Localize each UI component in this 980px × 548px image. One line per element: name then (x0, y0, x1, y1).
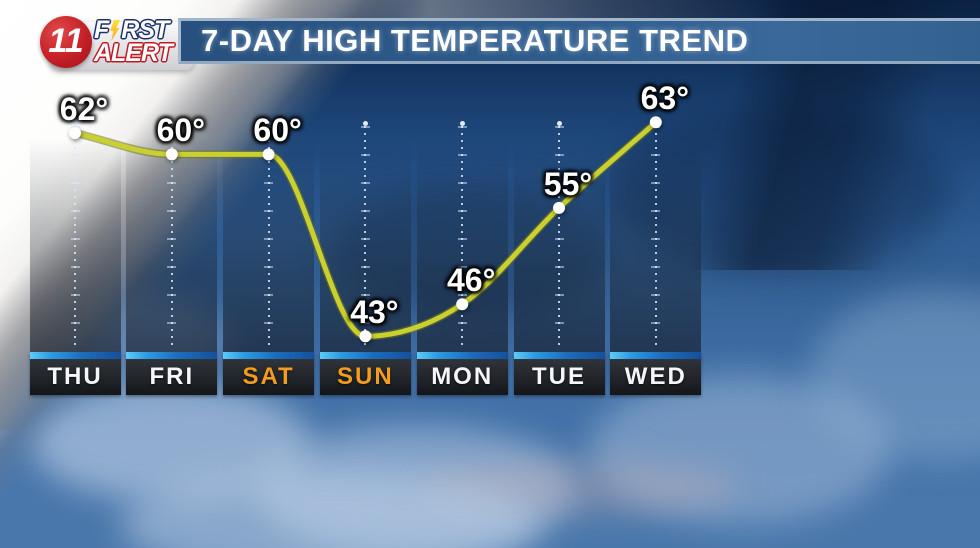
day-cell-accent-bar (126, 352, 218, 359)
day-label: MON (431, 363, 494, 390)
data-point-marker (359, 330, 372, 343)
gridline-dotted (558, 126, 560, 350)
logo-first-suffix: RST (121, 16, 169, 44)
gridline-top-dot (169, 121, 175, 126)
temp-label-wed: 63° (640, 80, 689, 117)
logo-first-prefix: F (94, 16, 109, 44)
gridline-dotted (74, 126, 76, 350)
temp-label-sat: 60° (253, 112, 302, 149)
title-bar: 7-DAY HIGH TEMPERATURE TREND (178, 18, 980, 64)
day-cell-accent-bar (513, 352, 605, 359)
day-label: SUN (337, 363, 394, 390)
data-point-marker (262, 148, 275, 161)
day-cell-accent-bar (416, 352, 508, 359)
channel-11-badge: 11 (40, 16, 92, 68)
temp-label-tue: 55° (543, 165, 593, 202)
temp-label-fri: 60° (156, 112, 205, 149)
gridline-top-dot (459, 121, 465, 126)
logo-wordmark: F RST ALERT (94, 18, 194, 66)
day-label: SAT (242, 363, 295, 390)
day-cell-sat: SAT (223, 352, 315, 395)
lightning-bolt-icon (110, 20, 121, 41)
gridline-dotted (170, 126, 173, 350)
page-title: 7-DAY HIGH TEMPERATURE TREND (201, 23, 749, 58)
day-label: FRI (149, 363, 195, 390)
data-point-marker (553, 201, 565, 214)
day-cell-mon: MON (416, 352, 508, 395)
gridline-top-dot (556, 121, 562, 126)
temp-label-mon: 46° (446, 262, 496, 299)
day-label: TUE (532, 363, 586, 390)
top-strip-gray-fade (0, 0, 800, 19)
data-point-marker (69, 127, 81, 139)
gridline-dotted (364, 126, 367, 350)
day-cell-tue: TUE (513, 352, 605, 395)
gridline-dotted (267, 126, 270, 350)
channel-number: 11 (48, 22, 84, 60)
day-label: WED (624, 363, 687, 390)
data-point-marker (165, 148, 178, 161)
day-label: THU (47, 363, 103, 390)
data-point-marker (649, 116, 662, 129)
day-cell-accent-bar (319, 352, 411, 359)
temp-label-sun: 43° (350, 294, 399, 331)
data-point-marker (456, 298, 469, 311)
first-alert-logo: 11 F RST ALERT (40, 14, 196, 72)
temp-label-thu: 62° (59, 91, 109, 127)
gridline-top-dot (362, 121, 368, 126)
logo-alert-line: ALERT (94, 39, 173, 67)
day-cell-accent-bar (610, 352, 702, 359)
day-cell-accent-bar (29, 352, 121, 359)
logo-first-line: F RST (94, 18, 194, 43)
day-cell-sun: SUN (319, 352, 411, 395)
gridline-dotted (654, 126, 657, 350)
day-cell-accent-bar (223, 352, 315, 359)
gridline-top-dot (72, 121, 78, 126)
gridline-dotted (461, 126, 464, 350)
day-cell-wed: WED (610, 352, 702, 395)
day-cell-fri: FRI (126, 352, 218, 395)
day-cell-thu: THU (29, 352, 121, 395)
gridline-top-dot (266, 121, 272, 126)
